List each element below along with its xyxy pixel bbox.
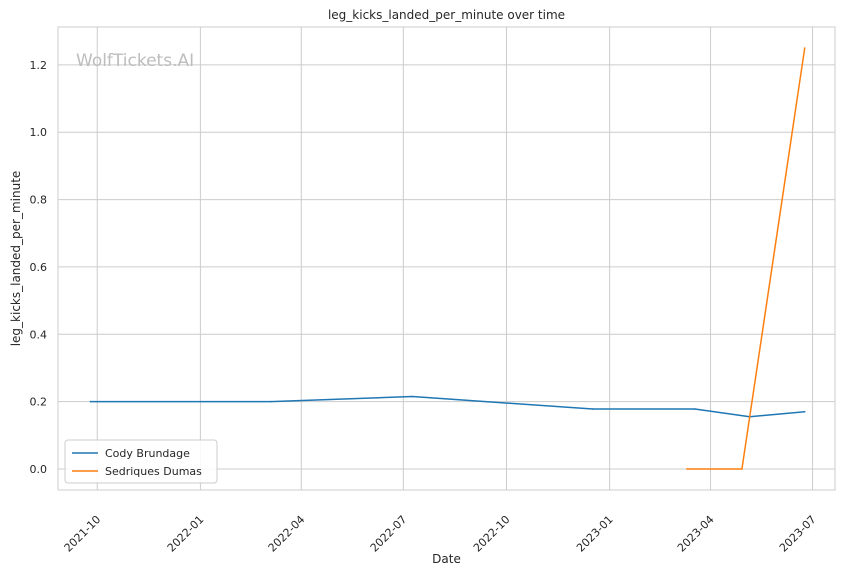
x-tick-label: 2022-07 [368,513,410,555]
x-axis-ticks: 2021-10 2022-01 2022-04 2022-07 2022-10 2023-… [62,513,819,555]
data-point-sedriques-dumas [741,468,743,470]
data-point-cody-brundage [411,395,414,398]
data-point-sedriques-dumas [686,468,688,470]
data-point-cody-brundage [803,410,806,413]
watermark-text: WolfTickets.AI [76,51,194,71]
x-axis-label: Date [432,552,461,566]
legend: Cody Brundage Sedriques Dumas [64,439,218,484]
y-tick-label: 0.4 [30,328,48,341]
series-line-cody-brundage [90,395,805,418]
x-tick-label: 2023-07 [777,513,819,555]
legend-label-cody-brundage: Cody Brundage [105,447,190,460]
y-axis-label: leg_kicks_landed_per_minute [9,171,23,347]
series-layer [89,47,806,470]
x-tick-label: 2022-10 [471,513,513,555]
y-tick-label: 0.6 [30,261,48,274]
series-line-sedriques-dumas [687,47,806,470]
x-tick-label: 2023-04 [675,513,717,555]
grid-lines [58,27,835,490]
y-tick-label: 0.0 [30,463,48,476]
plot-area [57,26,836,491]
y-tick-label: 1.2 [30,59,48,72]
legend-box [64,439,218,484]
x-tick-label: 2023-01 [574,513,616,555]
x-tick-label: 2022-01 [165,513,207,555]
data-point-cody-brundage [270,400,272,403]
data-point-cody-brundage [694,408,696,410]
y-axis-ticks: 0.0 0.2 0.4 0.6 0.8 1.0 1.2 [30,59,48,476]
y-tick-label: 1.0 [30,126,48,139]
data-point-cody-brundage [89,400,92,403]
y-tick-label: 0.2 [30,396,48,409]
data-point-cody-brundage [592,408,594,410]
chart-title: leg_kicks_landed_per_minute over time [328,8,565,22]
data-point-sedriques-dumas [803,47,806,49]
legend-label-sedriques-dumas: Sedriques Dumas [105,465,202,478]
y-tick-label: 0.8 [30,194,48,207]
x-tick-label: 2021-10 [62,513,104,555]
x-tick-label: 2022-04 [266,513,308,555]
